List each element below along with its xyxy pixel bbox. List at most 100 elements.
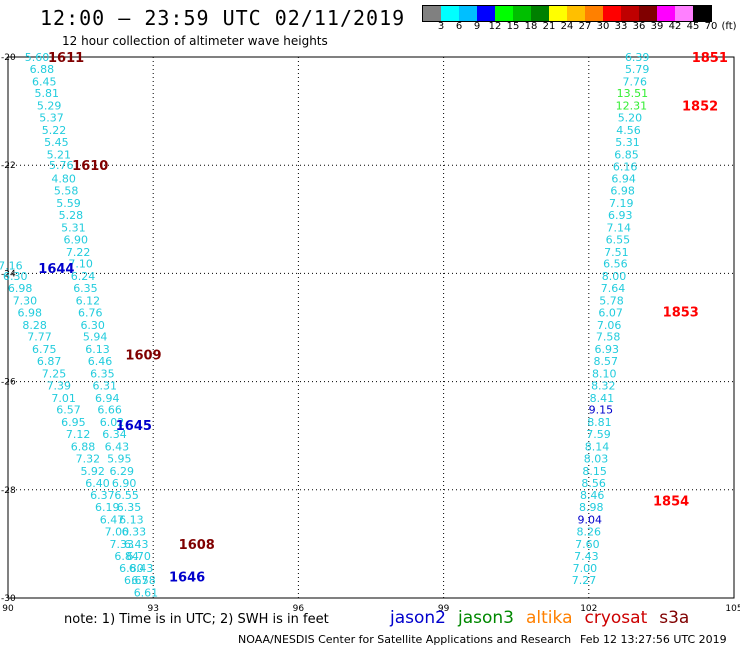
track-time-label: 1611 — [48, 51, 84, 66]
wave-height-value: 6.40 — [85, 477, 110, 490]
wave-height-value: 6.12 — [76, 294, 101, 307]
wave-height-value: 6.47 — [100, 514, 125, 527]
x-tick-label: 93 — [147, 604, 158, 614]
wave-height-value: 7.60 — [575, 538, 600, 551]
track-time-label: 1851 — [692, 51, 728, 66]
wave-height-value: 6.16 — [613, 160, 638, 173]
color-swatch — [585, 6, 603, 21]
wave-height-value: 7.51 — [604, 246, 629, 259]
wave-height-value: 6.43 — [129, 562, 154, 575]
y-tick-label: -30 — [1, 594, 16, 604]
satellite-legend: jason2 jason3 altika cryosat s3a — [390, 608, 701, 628]
x-tick-label: 105 — [725, 604, 740, 614]
satellite-legend-item: cryosat — [584, 608, 648, 628]
wave-height-value: 7.16 — [0, 259, 23, 272]
track-time-label: 1853 — [663, 305, 699, 320]
wave-height-value: 7.30 — [13, 294, 38, 307]
wave-height-value: 6.37 — [90, 489, 115, 502]
wave-height-value: 7.14 — [607, 221, 632, 234]
wave-height-value: 6.43 — [124, 538, 149, 551]
track-time-label: 1608 — [179, 538, 215, 553]
wave-height-value: 6.24 — [71, 270, 96, 283]
wave-height-value: 5.22 — [42, 124, 67, 137]
track-time-label: 1645 — [116, 419, 152, 434]
wave-height-value: 5.31 — [615, 136, 640, 149]
color-scale-tick-label: 45 — [686, 21, 700, 32]
wave-height-value: 7.06 — [597, 319, 622, 332]
y-tick-label: -22 — [1, 161, 16, 171]
wave-height-value: 7.22 — [66, 246, 91, 259]
wave-height-value: 7.64 — [601, 282, 626, 295]
wave-height-value: 5.21 — [47, 148, 72, 161]
wave-height-value: 5.95 — [107, 452, 132, 465]
color-scale-tick-label: 36 — [632, 21, 646, 32]
color-scale-tick-label: 27 — [578, 21, 592, 32]
color-swatch — [495, 6, 513, 21]
wave-height-value: 6.88 — [71, 441, 96, 454]
wave-height-value: 5.76 — [49, 159, 74, 172]
x-tick-label: 99 — [438, 604, 450, 614]
wave-height-value: 6.98 — [610, 185, 635, 198]
satellite-legend-item: altika — [526, 608, 573, 628]
wave-height-value: 6.45 — [32, 75, 57, 88]
color-swatch — [513, 6, 531, 21]
color-scale-tick-label: (ft) — [721, 21, 737, 32]
wave-height-value: 7.00 — [105, 525, 130, 538]
wave-height-value: 5.94 — [83, 331, 108, 344]
wave-height-value: 9.15 — [589, 404, 614, 417]
y-tick-label: -26 — [1, 378, 16, 388]
wave-height-value: 7.10 — [68, 258, 93, 271]
color-swatch — [621, 6, 639, 21]
color-swatch — [423, 6, 441, 21]
color-swatch — [657, 6, 675, 21]
y-tick-label: -20 — [1, 53, 16, 63]
wave-height-value: 4.80 — [51, 173, 76, 186]
wave-height-value: 6.75 — [32, 343, 57, 356]
y-tick-label: -28 — [1, 486, 16, 496]
wave-height-value: 6.33 — [122, 525, 147, 538]
x-tick-label: 102 — [580, 604, 597, 614]
color-scale-tick-label: 18 — [524, 21, 538, 32]
y-tick-label: -24 — [1, 269, 16, 279]
wave-height-value: 6.30 — [3, 270, 28, 283]
wave-height-value: 4.56 — [616, 124, 641, 137]
wave-height-value: 6.13 — [85, 343, 110, 356]
wave-height-value: 5.58 — [54, 185, 79, 198]
track-time-label: 1852 — [682, 100, 718, 115]
color-swatch — [567, 6, 585, 21]
wave-height-value: 6.90 — [112, 477, 137, 490]
wave-height-value: 13.51 — [617, 87, 649, 100]
satellite-legend-item: jason2 — [390, 608, 446, 628]
wave-height-value: 5.20 — [618, 112, 643, 125]
wave-height-value: 5.79 — [625, 63, 650, 76]
wave-height-value: 7.27 — [572, 574, 597, 587]
wave-height-value: 8.10 — [592, 367, 617, 380]
wave-height-value: 12.31 — [616, 100, 648, 113]
color-scale-tick-label: 30 — [596, 21, 610, 32]
wave-height-value: 6.39 — [625, 51, 650, 64]
wave-height-value: 6.87 — [37, 355, 62, 368]
wave-height-value: 6.66 — [97, 404, 122, 417]
wave-height-value: 7.00 — [573, 562, 598, 575]
wave-height-value: 6.80 — [119, 562, 144, 575]
wave-height-value: 6.07 — [598, 306, 623, 319]
wave-height-value: 8.00 — [602, 270, 627, 283]
color-scale-tick-label: 39 — [650, 21, 664, 32]
wave-height-value: 6.58 — [131, 574, 156, 587]
wave-height-value: 6.98 — [8, 282, 33, 295]
track-time-label: 1644 — [38, 262, 74, 277]
color-scale-tick-label: 21 — [542, 21, 556, 32]
wave-height-value: 6.93 — [608, 209, 633, 222]
wave-height-value: 7.58 — [596, 331, 621, 344]
color-swatch — [693, 6, 711, 21]
wave-height-value: 6.61 — [134, 587, 159, 600]
color-swatch — [459, 6, 477, 21]
chart-title: 12:00 – 23:59 UTC 02/11/2019 — [40, 6, 406, 30]
wave-height-value: 7.77 — [27, 331, 52, 344]
wave-height-value: 6.43 — [105, 441, 130, 454]
wave-height-value: 6.67 — [124, 574, 149, 587]
wave-height-value: 7.19 — [609, 197, 634, 210]
wave-height-value: 6.85 — [614, 148, 639, 161]
wave-height-value: 5.45 — [44, 136, 69, 149]
